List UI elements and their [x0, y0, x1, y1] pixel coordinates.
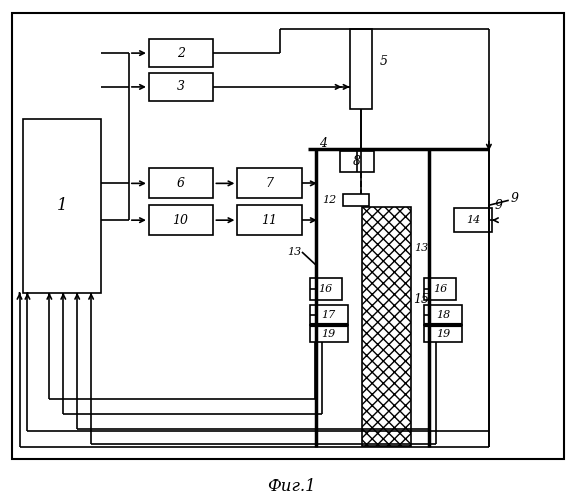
- Text: 19: 19: [436, 328, 450, 338]
- Text: 9: 9: [511, 192, 519, 205]
- Bar: [310, 324, 347, 342]
- Bar: [310, 278, 342, 299]
- Bar: [424, 324, 462, 342]
- Bar: [149, 39, 214, 67]
- Text: 1: 1: [57, 196, 68, 214]
- Text: 10: 10: [173, 214, 189, 226]
- Bar: [361, 207, 411, 446]
- Text: 13: 13: [414, 243, 428, 253]
- Text: 16: 16: [319, 284, 333, 294]
- Text: 7: 7: [265, 177, 273, 190]
- Bar: [343, 194, 368, 206]
- Bar: [149, 73, 214, 101]
- Bar: [149, 168, 214, 198]
- Bar: [237, 205, 302, 235]
- Text: 3: 3: [176, 80, 184, 94]
- Bar: [424, 278, 456, 299]
- Text: Фиг.1: Фиг.1: [267, 478, 315, 495]
- Bar: [237, 168, 302, 198]
- Bar: [350, 29, 371, 109]
- Text: 19: 19: [322, 328, 336, 338]
- Text: 14: 14: [466, 215, 480, 225]
- Text: 16: 16: [433, 284, 448, 294]
- Text: 6: 6: [176, 177, 184, 190]
- Text: 9: 9: [495, 198, 503, 212]
- Text: 15: 15: [413, 293, 430, 306]
- Bar: [310, 304, 347, 324]
- Bar: [23, 118, 101, 293]
- Text: 18: 18: [436, 310, 450, 320]
- Text: 12: 12: [322, 196, 337, 205]
- Text: 4: 4: [319, 137, 327, 150]
- Bar: [12, 14, 565, 459]
- Text: 8: 8: [353, 155, 361, 168]
- Text: 13: 13: [287, 247, 301, 257]
- Text: 5: 5: [379, 54, 388, 68]
- Bar: [149, 205, 214, 235]
- Bar: [424, 304, 462, 324]
- Bar: [340, 150, 374, 172]
- Text: 2: 2: [176, 46, 184, 60]
- Bar: [454, 208, 492, 232]
- Text: 11: 11: [261, 214, 277, 226]
- Text: 17: 17: [322, 310, 336, 320]
